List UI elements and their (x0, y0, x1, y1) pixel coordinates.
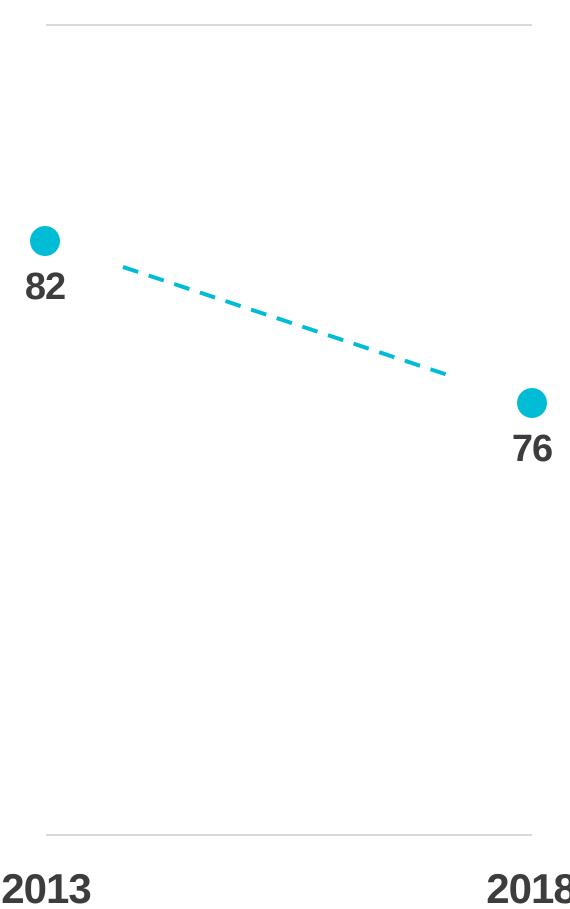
data-point-2013 (30, 226, 60, 256)
x-tick-label-2018: 2018 (486, 865, 570, 909)
data-label-2013: 82 (25, 266, 65, 308)
x-tick-label-2013: 2013 (1, 865, 90, 909)
data-label-2018: 76 (512, 428, 552, 470)
series-connector-line (122, 265, 453, 379)
data-point-2018 (517, 388, 547, 418)
